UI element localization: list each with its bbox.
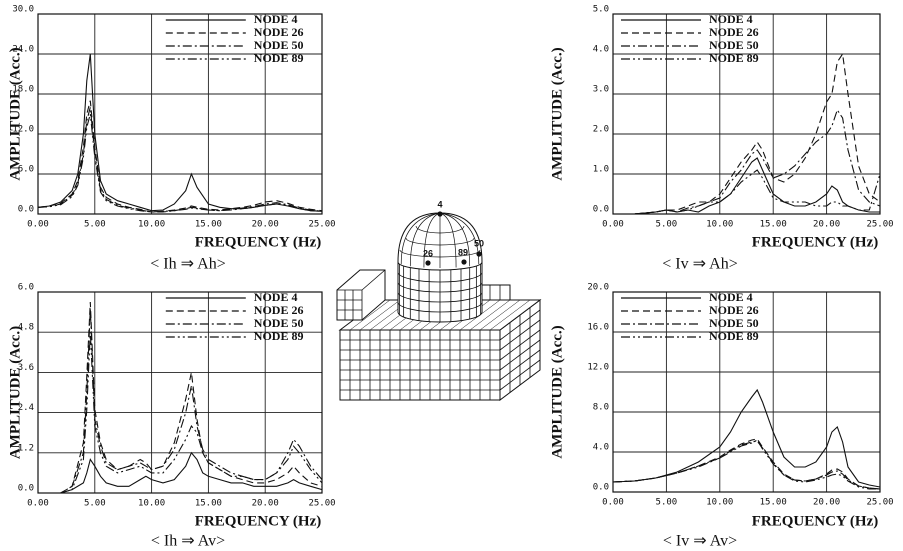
x-tick-label: 25.00 [308, 220, 335, 230]
caption: < Iv ⇒ Av> [663, 533, 737, 550]
legend-label: NODE 4 [709, 12, 753, 26]
y-tick-label: 2.0 [593, 125, 609, 135]
x-tick-label: 5.00 [656, 498, 678, 508]
x-axis-label: FREQUENCY (Hz) [752, 234, 879, 250]
caption: < Iv ⇒ Ah> [662, 256, 737, 273]
y-tick-label: 4.0 [593, 45, 609, 55]
x-axis-label: FREQUENCY (Hz) [195, 513, 322, 529]
legend-label: NODE 50 [254, 38, 304, 52]
caption: < Ih ⇒ Av> [151, 533, 225, 550]
x-tick-label: 25.00 [866, 498, 893, 508]
y-tick-label: 3.0 [593, 85, 609, 95]
legend-label: NODE 26 [254, 303, 304, 317]
node-label: 26 [423, 248, 433, 258]
legend-label: NODE 89 [709, 51, 759, 65]
y-tick-label: 5.0 [593, 5, 609, 15]
y-tick-label: 0.0 [593, 483, 609, 493]
y-tick-label: 6.0 [18, 283, 34, 293]
node-label: 50 [474, 238, 484, 248]
legend-label: NODE 50 [254, 316, 304, 330]
x-tick-label: 15.00 [760, 498, 787, 508]
y-tick-label: 30.0 [12, 5, 34, 15]
y-tick-label: 0.0 [18, 205, 34, 215]
x-tick-label: 10.00 [706, 220, 733, 230]
x-tick-label: 10.00 [138, 499, 165, 509]
figure: 4 26 89 50 0.00 5.00 10.00 15.00 20.00 25.00 0.0 6… [0, 0, 903, 551]
x-axis-label: FREQUENCY (Hz) [195, 234, 322, 250]
legend-label: NODE 50 [709, 316, 759, 330]
node-dot [461, 259, 466, 264]
x-tick-label: 5.00 [84, 220, 106, 230]
x-tick-label: 20.00 [813, 498, 840, 508]
legend-label: NODE 4 [254, 12, 298, 26]
y-tick-label: 12.0 [587, 363, 609, 373]
y-axis-label: AMPLITUDE (Acc.) [549, 47, 565, 180]
legend-label: NODE 4 [709, 290, 753, 304]
y-tick-label: 4.0 [593, 443, 609, 453]
legend-label: NODE 50 [709, 38, 759, 52]
node-dot [476, 251, 481, 256]
node-label: 4 [437, 199, 442, 209]
legend-label: NODE 26 [709, 303, 759, 317]
x-tick-label: 20.00 [813, 220, 840, 230]
legend-label: NODE 26 [254, 25, 304, 39]
x-tick-label: 25.00 [308, 499, 335, 509]
y-axis-label: AMPLITUDE (Acc.) [7, 47, 23, 180]
x-tick-label: 15.00 [195, 220, 222, 230]
node-dot [425, 260, 430, 265]
node-label: 89 [458, 247, 468, 257]
node-dot [437, 211, 442, 216]
legend-label: NODE 26 [709, 25, 759, 39]
y-tick-label: 0.0 [593, 205, 609, 215]
legend-label: NODE 4 [254, 290, 298, 304]
legend-label: NODE 89 [709, 329, 759, 343]
x-tick-label: 0.00 [602, 498, 624, 508]
x-tick-label: 0.00 [27, 499, 49, 509]
x-axis-label: FREQUENCY (Hz) [752, 513, 879, 529]
x-tick-label: 0.00 [602, 220, 624, 230]
x-tick-label: 20.00 [252, 220, 279, 230]
x-tick-label: 25.00 [866, 220, 893, 230]
x-tick-label: 15.00 [760, 220, 787, 230]
y-axis-label: AMPLITUDE (Acc.) [549, 325, 565, 458]
y-tick-label: 20.0 [587, 283, 609, 293]
x-tick-label: 10.00 [138, 220, 165, 230]
legend-label: NODE 89 [254, 51, 304, 65]
x-tick-label: 5.00 [84, 499, 106, 509]
caption: < Ih ⇒ Ah> [150, 256, 225, 273]
x-tick-label: 0.00 [27, 220, 49, 230]
y-axis-label: AMPLITUDE (Acc.) [7, 326, 23, 459]
x-tick-label: 5.00 [656, 220, 678, 230]
y-tick-label: 0.0 [18, 484, 34, 494]
x-tick-label: 20.00 [252, 499, 279, 509]
y-tick-label: 8.0 [593, 403, 609, 413]
x-tick-label: 10.00 [706, 498, 733, 508]
x-tick-label: 15.00 [195, 499, 222, 509]
legend-label: NODE 89 [254, 329, 304, 343]
y-tick-label: 1.0 [593, 165, 609, 175]
mesh-face [478, 285, 510, 300]
y-tick-label: 16.0 [587, 323, 609, 333]
